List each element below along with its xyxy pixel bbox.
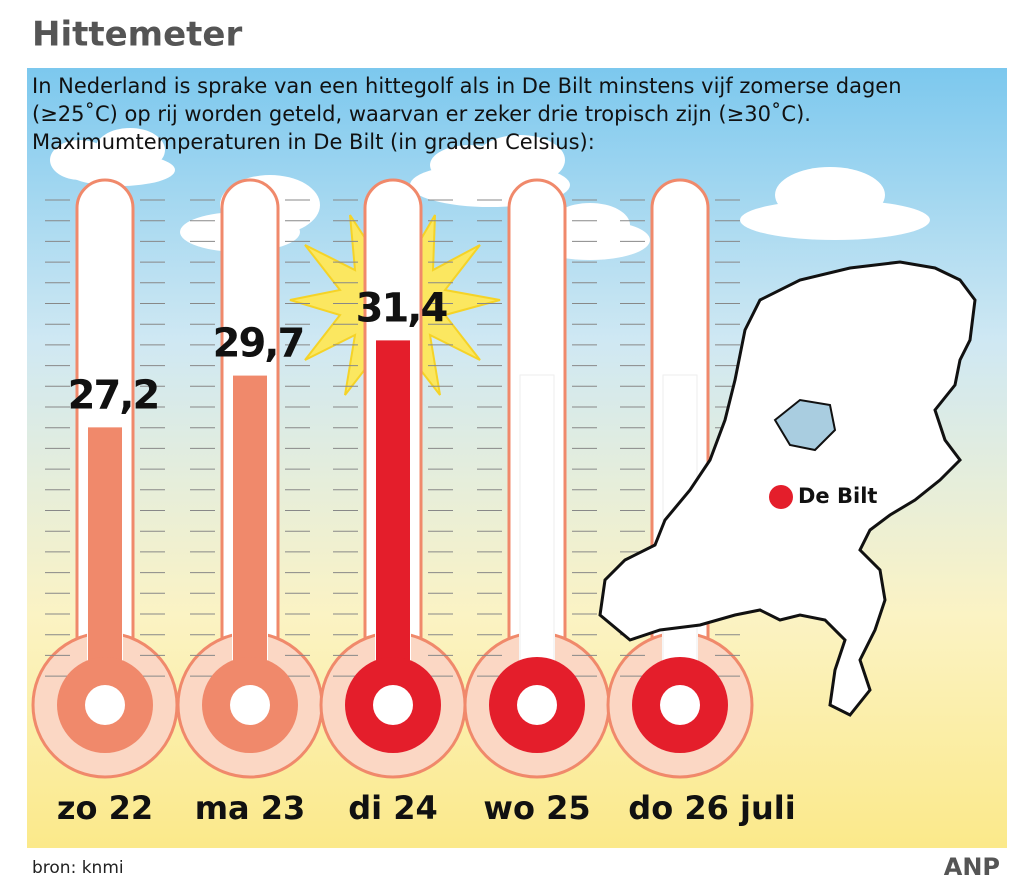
- bulb-highlight: [85, 685, 125, 725]
- source: bron: knmi: [32, 858, 124, 878]
- subtitle: (≥25˚C) op rij worden geteld, waarvan er…: [32, 102, 811, 126]
- empty-column: [519, 374, 555, 676]
- x-tick-label: do 26 juli: [628, 789, 795, 827]
- lake: [773, 398, 837, 452]
- bulb-highlight: [373, 685, 413, 725]
- bulb-highlight: [230, 685, 270, 725]
- value-label: 29,7: [213, 321, 304, 367]
- bulb-highlight: [517, 685, 557, 725]
- subtitle: Maximumtemperaturen in De Bilt (in grade…: [32, 130, 595, 154]
- bulb-highlight: [660, 685, 700, 725]
- credit: ANP: [944, 853, 1000, 881]
- annotation: De Bilt: [798, 484, 877, 508]
- x-tick-label: wo 25: [483, 789, 590, 827]
- bar: [233, 375, 267, 700]
- bar: [88, 427, 122, 700]
- value-label: 27,2: [68, 372, 159, 418]
- location-marker: [769, 485, 793, 509]
- x-tick-label: zo 22: [57, 789, 153, 827]
- value-label: 31,4: [356, 285, 447, 331]
- bar: [376, 340, 410, 700]
- title: Hittemeter: [32, 15, 242, 55]
- x-tick-label: ma 23: [195, 789, 306, 827]
- subtitle: In Nederland is sprake van een hittegolf…: [32, 74, 902, 98]
- x-tick-label: di 24: [348, 789, 438, 827]
